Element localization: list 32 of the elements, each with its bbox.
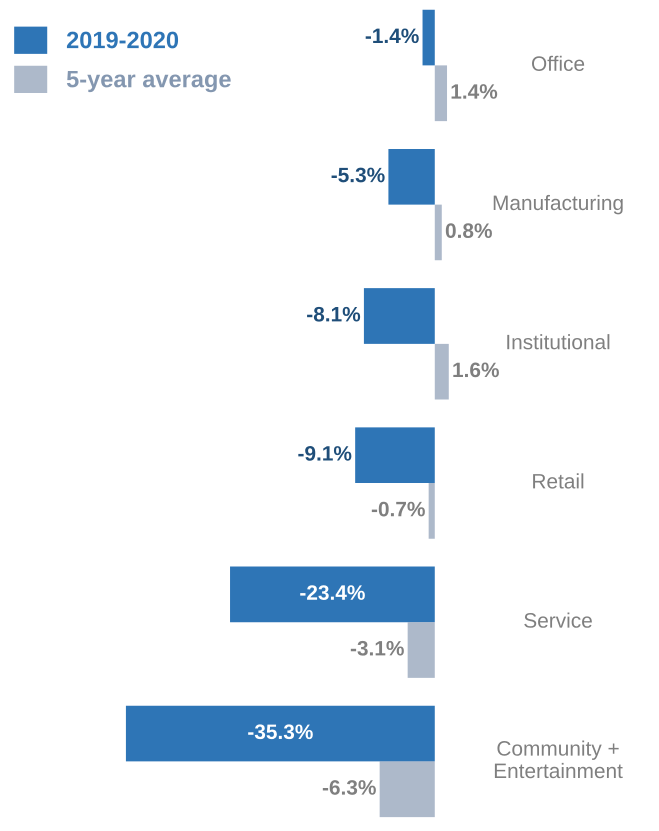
bar [408,622,435,678]
data-label: -23.4% [300,585,365,600]
bar [388,148,435,205]
bar [434,65,448,122]
y-tick-label: Retail [533,473,584,489]
data-label: -35.3% [248,724,313,740]
bar [126,706,435,762]
data-label: -1.4% [366,28,419,44]
data-label: 0.8% [446,223,492,238]
data-label: -0.7% [372,502,425,516]
data-label: -5.3% [332,168,385,182]
data-label: -9.1% [298,446,352,461]
y-tick-label: Community + Entertainment [494,740,623,778]
bar [434,344,449,400]
bar [380,761,435,818]
data-label: 1.6% [453,362,499,378]
data-label: -8.1% [307,306,360,322]
legend-label: 2019-2020 [66,32,178,48]
legend-label: 5-year average [66,70,231,92]
bar [422,10,435,66]
data-label: -6.3% [322,780,376,795]
bar [230,566,435,622]
data-label: -3.1% [350,640,404,656]
bar [434,204,442,260]
data-label: 1.4% [452,84,498,99]
y-tick-label: Manufacturing [494,194,623,214]
y-tick-label: Institutional [507,334,610,350]
y-tick-label: Service [524,612,592,628]
y-tick-label: Office [532,56,584,72]
bar [428,483,435,539]
bar [364,288,435,344]
bar [355,427,435,484]
